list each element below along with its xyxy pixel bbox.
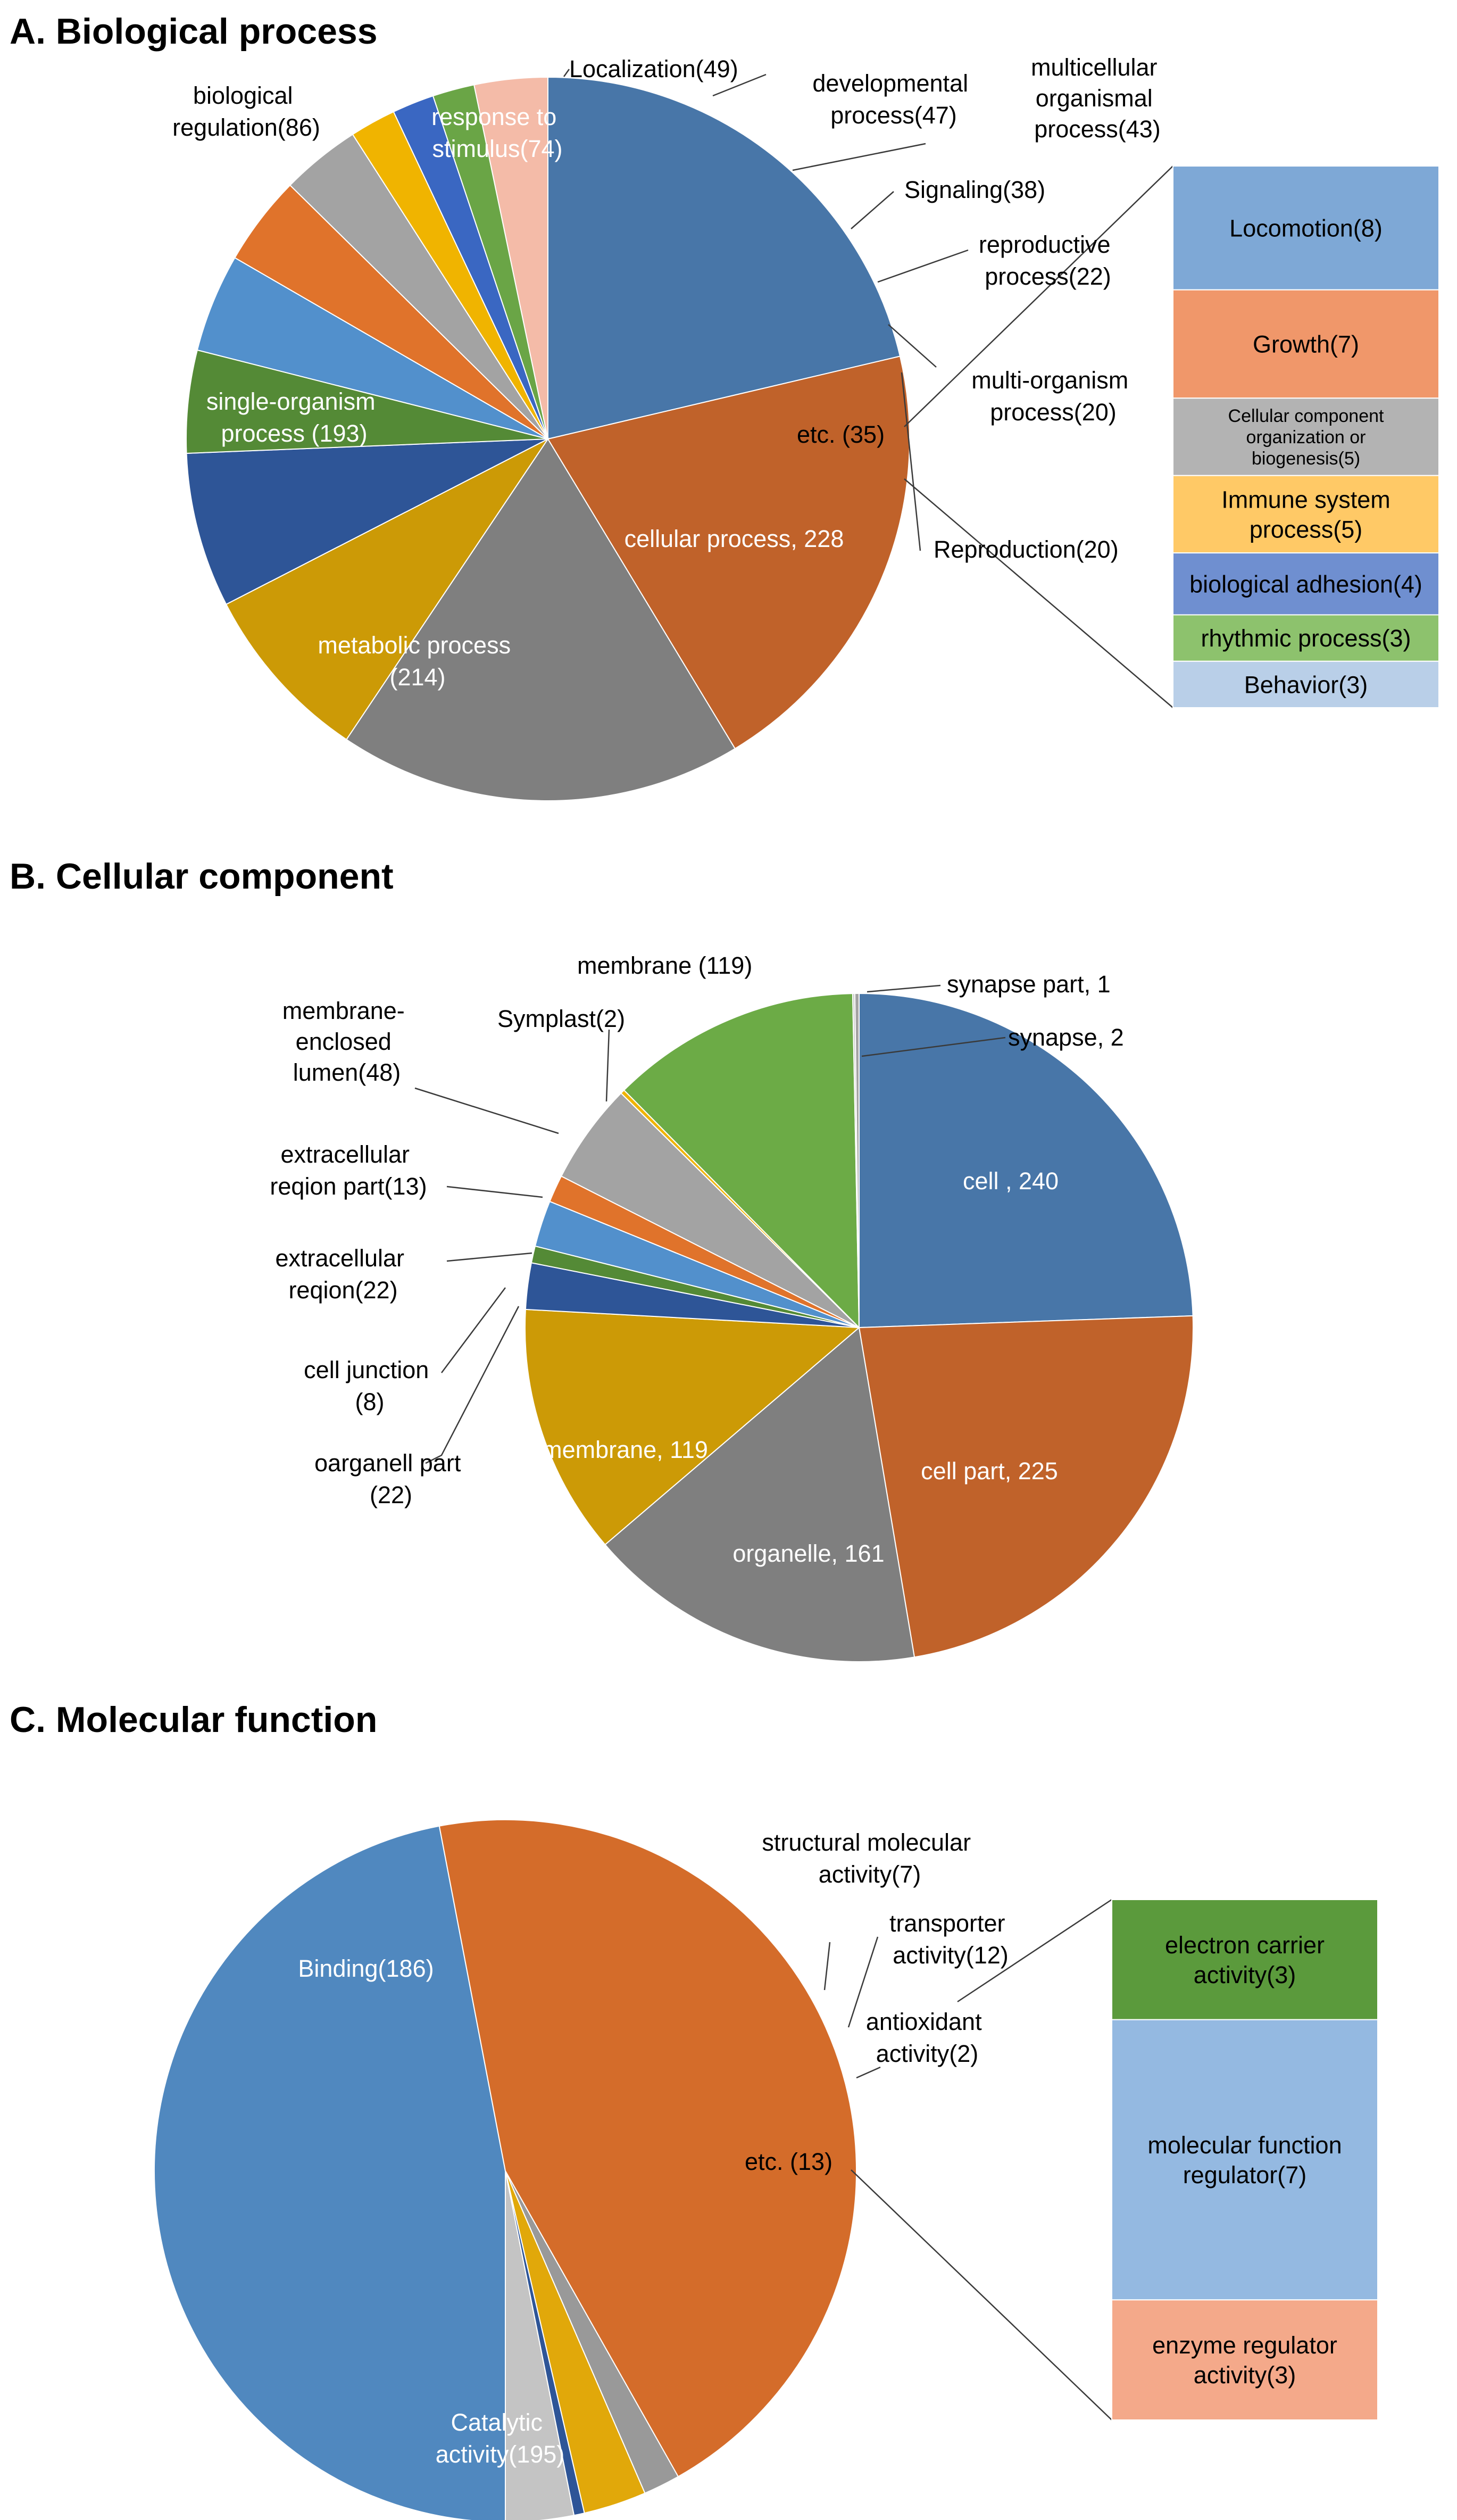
slice-b-10-membrane	[623, 993, 860, 1329]
slice-a-6-developmental-process	[196, 257, 548, 440]
label-biological-regulation: biological regulation(86)	[172, 82, 320, 141]
label-developmental-process: developmental process(47)	[812, 70, 975, 129]
breakdown-c-segment-molecular-function-regulator	[1111, 2019, 1378, 2301]
label-multicellular-organismal-process: multicellular organismal process(43)	[1031, 54, 1164, 143]
pie-a	[186, 76, 910, 801]
slice-a-0-cellular-process	[547, 76, 901, 440]
slice-b-0-cell	[859, 992, 1194, 1329]
label-cell: cell , 240	[963, 1167, 1059, 1195]
slice-c-5-etc	[505, 2170, 575, 2520]
label-etc-a: etc. (35)	[797, 421, 885, 448]
breakdown-a-segment-cellular-component-organization-or-biogenesis	[1172, 397, 1439, 476]
slice-a-3-biological-regulation	[225, 437, 550, 741]
slice-a-4-response-to-stimulus	[186, 438, 548, 606]
breakdown-a-segment-locomotion	[1172, 165, 1439, 291]
etc-breakdown-c: electron carrier activity(3) molecular fun…	[1111, 1899, 1378, 2420]
slice-b-2-organelle	[604, 1327, 915, 1662]
label-response-to-stimulus: response to stimulus(74)	[431, 103, 563, 162]
label-reproductive-process: reproductive process(22)	[979, 231, 1117, 290]
label-symplast: Symplast(2)	[497, 1005, 625, 1032]
label-cell-junction: cell junction (8)	[304, 1356, 436, 1415]
label-cell-part: cell part, 225	[921, 1457, 1058, 1485]
slice-b-1-cell-part	[858, 1315, 1194, 1658]
label-multi-organism-process: multi-organism process(20)	[971, 367, 1135, 426]
breakdown-a-segment-biological-adhesion	[1172, 552, 1439, 616]
breakdown-a-label-cellular-component-organization-or-biogenesis: Cellular component organization or biogene…	[1228, 406, 1384, 469]
label-oarganell-part: oarganell part (22)	[314, 1449, 468, 1508]
slice-a-12-etc	[473, 76, 548, 440]
breakdown-a-label-rhythmic-process: rhythmic process(3)	[1201, 625, 1411, 652]
etc-breakdown-a: Locomotion(8) Growth(7) Cellular component…	[1172, 165, 1439, 708]
label-membrane-119: membrane, 119	[542, 1436, 708, 1463]
breakdown-c-label-electron-carrier-activity: electron carrier activity(3)	[1165, 1932, 1325, 1988]
label-transporter-activity: transporter activity(12)	[889, 1910, 1012, 1969]
label-metabolic-process: metabolic process (214)	[318, 632, 517, 691]
breakdown-a-label-behavior: Behavior(3)	[1244, 671, 1368, 698]
slice-b-8-membrane-enclosed-lumen	[560, 1092, 860, 1328]
breakdown-c-label-enzyme-regulator-activity: enzyme regulator activity(3)	[1152, 2332, 1337, 2389]
label-single-organism-process: single-organism process (193)	[206, 388, 382, 447]
panel-b-title: B. Cellular component	[10, 856, 394, 897]
breakdown-a-segment-growth	[1172, 289, 1439, 399]
panel-a-title: A. Biological process	[10, 11, 378, 52]
label-etc-c: etc. (13)	[745, 2148, 832, 2175]
label-binding: Binding(186)	[298, 1955, 434, 1982]
pie-a-labels: cellular process, 228 metabolic process …	[172, 54, 1164, 691]
slice-a-1-metabolic-process	[547, 355, 910, 750]
label-localization: Localization(49)	[569, 55, 738, 82]
breakdown-c-segment-enzyme-regulator-activity	[1111, 2299, 1378, 2420]
panel-a: A. Biological process cellular process, …	[10, 11, 1439, 801]
label-catalytic-activity: Catalytic activity(195)	[436, 2409, 565, 2468]
breakdown-a-label-immune-system-process: Immune system process(5)	[1221, 486, 1391, 543]
slice-b-12-synapse	[854, 992, 860, 1328]
slice-a-5-localization	[186, 349, 548, 454]
label-membrane-enclosed-lumen: membrane- enclosed lumen(48)	[282, 997, 412, 1086]
panel-c-title: C. Molecular function	[10, 1700, 377, 1740]
breakdown-a-segment-immune-system-process	[1172, 475, 1439, 554]
pie-a-leaders	[563, 69, 1173, 708]
breakdown-a-label-biological-adhesion: biological adhesion(4)	[1189, 570, 1422, 598]
label-extracellular-reqion: extracellular reqion(22)	[275, 1245, 411, 1304]
label-extracellular-reqion-part: extracellular reqion part(13)	[270, 1141, 427, 1200]
pie-c-leaders	[823, 1899, 1112, 2420]
label-membrane-119b: membrane (119)	[577, 952, 752, 979]
pie-c-labels: Catalytic activity(195) Binding(186) str…	[298, 1829, 1012, 2468]
breakdown-a-segment-behavior	[1172, 660, 1439, 708]
pie-b	[524, 992, 1194, 1662]
panel-b: B. Cellular component cell , 240 cell pa…	[10, 856, 1194, 1662]
breakdown-a-label-growth: Growth(7)	[1253, 330, 1359, 358]
slice-a-2-single-organism-process	[345, 438, 736, 801]
label-synapse-part: synapse part, 1	[947, 971, 1111, 998]
panel-c: C. Molecular function Catalytic activity…	[10, 1700, 1378, 2520]
label-structural-molecular-activity: structural molecular activity(7)	[762, 1829, 977, 1888]
pie-b-labels: cell , 240 cell part, 225 organelle, 161…	[270, 952, 1123, 1567]
slice-c-1-binding	[438, 1819, 857, 2477]
label-reproduction: Reproduction(20)	[934, 536, 1119, 563]
slice-b-3-membrane	[524, 1308, 861, 1546]
label-synapse: synapse, 2	[1008, 1024, 1124, 1051]
breakdown-c-label-molecular-function-regulator: molecular function regulator(7)	[1147, 2132, 1342, 2189]
breakdown-a-label-locomotion: Locomotion(8)	[1229, 214, 1383, 242]
breakdown-c-segment-electron-carrier-activity	[1111, 1899, 1378, 2020]
pie-c	[153, 1819, 857, 2520]
pie-b-leaders	[414, 984, 1006, 1464]
slice-c-0-catalytic-activity	[153, 1825, 506, 2520]
label-signaling: Signaling(38)	[904, 176, 1045, 203]
label-organelle: organelle, 161	[732, 1540, 884, 1567]
label-antioxidant-activity: antioxidant activity(2)	[866, 2008, 988, 2067]
label-cellular-process: cellular process, 228	[625, 525, 844, 552]
